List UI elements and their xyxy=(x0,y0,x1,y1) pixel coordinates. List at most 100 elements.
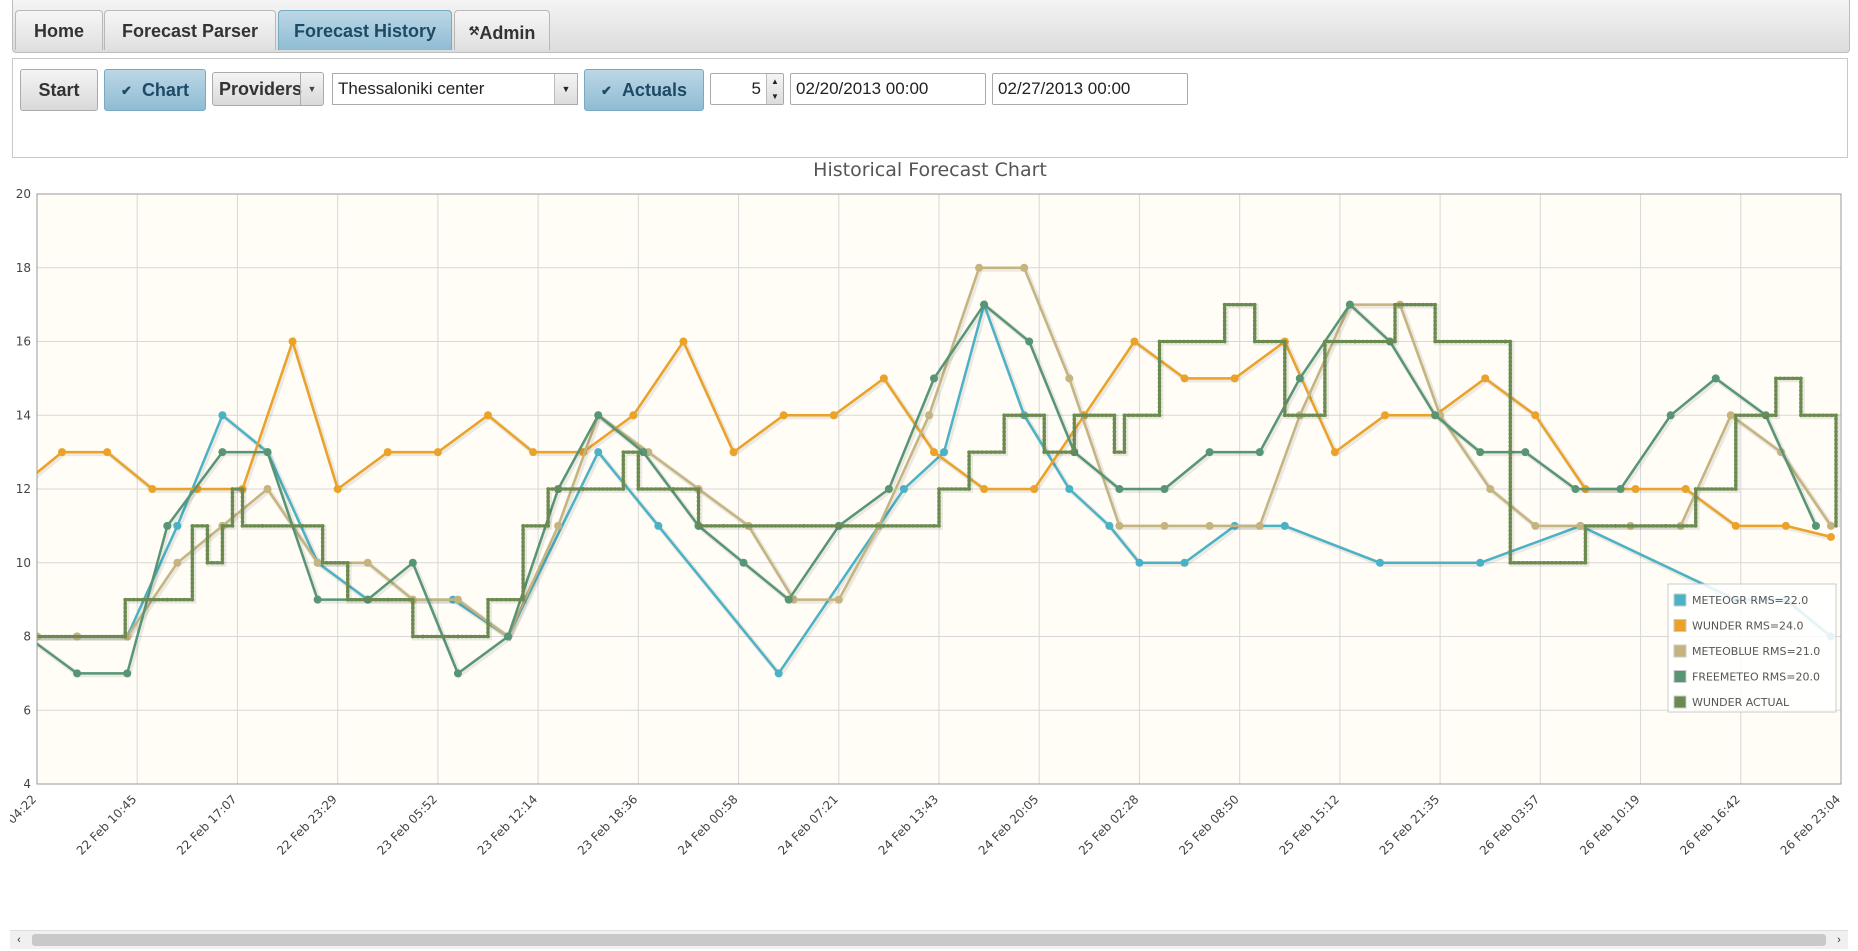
series-point[interactable] xyxy=(148,485,157,493)
series-point[interactable] xyxy=(1205,521,1214,530)
series-point[interactable] xyxy=(1380,411,1389,420)
series-point[interactable] xyxy=(218,411,227,420)
series-point[interactable] xyxy=(1025,337,1034,346)
series-point[interactable] xyxy=(433,448,442,457)
series-point[interactable] xyxy=(1375,558,1384,567)
series-point[interactable] xyxy=(1255,521,1264,530)
series-point[interactable] xyxy=(408,558,417,567)
series-point[interactable] xyxy=(103,448,112,457)
providers-menu-button[interactable]: Providers ▼ xyxy=(212,72,324,106)
spinner-arrows-icon[interactable]: ▲ ▼ xyxy=(766,74,783,104)
series-point[interactable] xyxy=(774,669,783,678)
series-point[interactable] xyxy=(173,558,182,567)
series-point[interactable] xyxy=(779,411,788,420)
series-point[interactable] xyxy=(1105,521,1114,530)
series-point[interactable] xyxy=(1481,374,1490,383)
chart-toggle-button[interactable]: ✔ Chart xyxy=(104,69,206,111)
series-point[interactable] xyxy=(1280,521,1289,530)
series-point[interactable] xyxy=(554,521,563,530)
series-point[interactable] xyxy=(980,485,989,493)
series-point[interactable] xyxy=(1295,374,1304,383)
series-point[interactable] xyxy=(1726,411,1735,420)
series-point[interactable] xyxy=(58,448,67,457)
series-point[interactable] xyxy=(484,411,492,420)
series-point[interactable] xyxy=(504,632,513,641)
series-point[interactable] xyxy=(383,448,392,457)
series-point[interactable] xyxy=(1205,448,1214,457)
series-point[interactable] xyxy=(594,448,603,457)
series-point[interactable] xyxy=(924,411,933,420)
series-point[interactable] xyxy=(288,337,297,346)
series-point[interactable] xyxy=(1020,263,1029,272)
series-point[interactable] xyxy=(1030,485,1039,493)
series-point[interactable] xyxy=(173,521,182,530)
series-point[interactable] xyxy=(784,595,793,604)
start-button[interactable]: Start xyxy=(20,69,98,111)
series-point[interactable] xyxy=(1576,521,1585,530)
series-point[interactable] xyxy=(1345,300,1354,309)
tab-forecast-history[interactable]: Forecast History xyxy=(278,10,452,50)
series-point[interactable] xyxy=(1160,485,1169,493)
series-point[interactable] xyxy=(1531,411,1540,420)
tab-home[interactable]: Home xyxy=(15,10,103,50)
series-point[interactable] xyxy=(629,411,638,420)
series-point[interactable] xyxy=(453,669,462,678)
series-point[interactable] xyxy=(654,521,663,530)
series-point[interactable] xyxy=(1431,411,1440,420)
date-from-field[interactable]: 02/20/2013 00:00 xyxy=(790,73,986,105)
series-point[interactable] xyxy=(529,448,538,457)
series-point[interactable] xyxy=(639,448,648,457)
series-point[interactable] xyxy=(1065,485,1074,493)
horizontal-scrollbar[interactable]: ‹ › xyxy=(10,930,1848,949)
series-point[interactable] xyxy=(1330,448,1339,457)
series-point[interactable] xyxy=(1486,485,1495,493)
tab-forecast-parser[interactable]: Forecast Parser xyxy=(104,10,276,50)
tab-admin[interactable]: ⚒Admin xyxy=(454,10,550,50)
series-point[interactable] xyxy=(1616,485,1625,493)
series-point[interactable] xyxy=(1531,521,1540,530)
series-point[interactable] xyxy=(313,558,322,567)
series-point[interactable] xyxy=(333,485,342,493)
scroll-thumb[interactable] xyxy=(32,934,1826,946)
series-point[interactable] xyxy=(218,448,227,457)
scroll-left-icon[interactable]: ‹ xyxy=(17,934,21,946)
series-point[interactable] xyxy=(879,374,888,383)
series-point[interactable] xyxy=(739,558,748,567)
series-point[interactable] xyxy=(1255,448,1264,457)
series-point[interactable] xyxy=(1571,485,1580,493)
series-point[interactable] xyxy=(1476,558,1485,567)
series-point[interactable] xyxy=(263,448,272,457)
series-point[interactable] xyxy=(1180,558,1189,567)
series-point[interactable] xyxy=(929,374,938,383)
series-point[interactable] xyxy=(1711,374,1720,383)
series-point[interactable] xyxy=(1666,411,1675,420)
series-point[interactable] xyxy=(1115,485,1124,493)
actuals-toggle-button[interactable]: ✔ Actuals xyxy=(584,69,704,111)
series-point[interactable] xyxy=(829,411,838,420)
series-point[interactable] xyxy=(940,448,949,457)
chevron-down-icon[interactable]: ▼ xyxy=(554,74,577,104)
series-point[interactable] xyxy=(1476,448,1485,457)
series-point[interactable] xyxy=(1135,558,1144,567)
series-point[interactable] xyxy=(1631,485,1640,493)
series-point[interactable] xyxy=(1681,485,1690,493)
series-point[interactable] xyxy=(929,448,938,457)
series-point[interactable] xyxy=(1115,521,1124,530)
series-point[interactable] xyxy=(1180,374,1189,383)
series-point[interactable] xyxy=(123,669,132,678)
series-point[interactable] xyxy=(1826,521,1835,530)
series-point[interactable] xyxy=(1130,337,1139,346)
series-point[interactable] xyxy=(1521,448,1530,457)
series-point[interactable] xyxy=(73,669,82,678)
count-spinner[interactable]: 5 ▲ ▼ xyxy=(710,73,784,105)
series-point[interactable] xyxy=(453,595,462,604)
series-point[interactable] xyxy=(1065,374,1074,383)
scroll-right-icon[interactable]: › xyxy=(1837,934,1841,946)
series-point[interactable] xyxy=(363,558,372,567)
series-point[interactable] xyxy=(1826,532,1835,541)
series-point[interactable] xyxy=(163,521,172,530)
series-point[interactable] xyxy=(1781,521,1790,530)
location-select[interactable]: Thessaloniki center ▼ xyxy=(332,73,578,105)
series-point[interactable] xyxy=(313,595,322,604)
series-point[interactable] xyxy=(975,263,984,272)
